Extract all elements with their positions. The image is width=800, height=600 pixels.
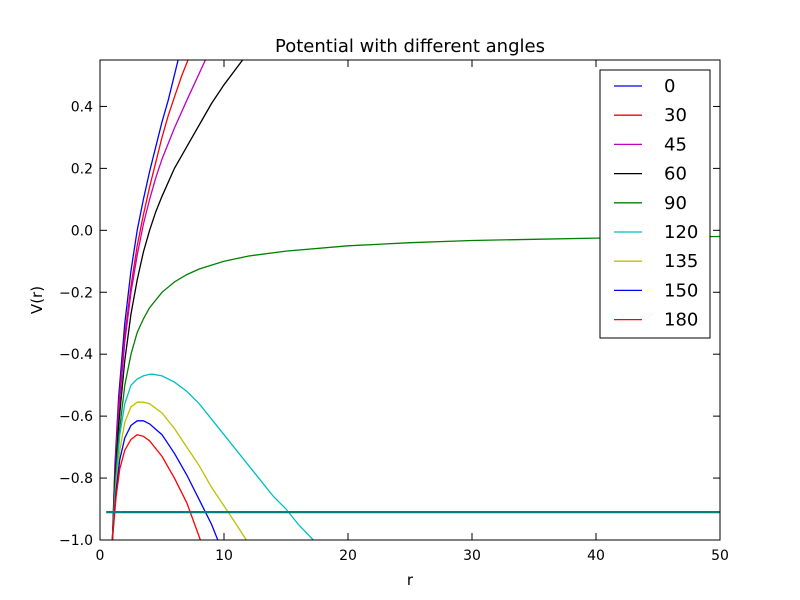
series-line-135	[111, 401, 247, 540]
legend-label-60: 60	[664, 164, 687, 185]
x-tick-label: 0	[96, 548, 105, 564]
x-axis: 0 10 20 30 40 50	[96, 60, 729, 564]
y-tick-label: −0.4	[59, 347, 93, 363]
legend-label-90: 90	[664, 193, 687, 214]
y-tick-label: −1.0	[59, 533, 93, 549]
y-tick-label: 0.0	[71, 223, 93, 239]
x-tick-label: 10	[215, 548, 233, 564]
y-axis: −1.0 −0.8 −0.6 −0.4 −0.2 0.0 0.2 0.4	[59, 99, 720, 549]
legend-label-120: 120	[664, 222, 698, 243]
x-axis-label: r	[407, 571, 414, 589]
legend-label-0: 0	[664, 76, 675, 97]
legend-label-150: 150	[664, 280, 698, 301]
series-line-45	[111, 60, 206, 540]
x-tick-label: 20	[339, 548, 357, 564]
y-tick-label: −0.8	[59, 471, 93, 487]
chart-title: Potential with different angles	[275, 36, 545, 57]
x-tick-label: 50	[711, 548, 729, 564]
legend-label-180: 180	[664, 310, 698, 331]
series-line-180	[111, 433, 202, 540]
series-lines	[106, 60, 720, 540]
legend-label-30: 30	[664, 105, 687, 126]
x-tick-label: 40	[587, 548, 605, 564]
series-line-90	[111, 235, 720, 540]
legend-label-135: 135	[664, 251, 698, 272]
series-line-60	[111, 60, 244, 540]
series-line-150	[111, 420, 219, 540]
y-tick-label: −0.6	[59, 409, 93, 425]
y-axis-label: V(r)	[28, 286, 46, 314]
series-line-120	[111, 373, 314, 540]
y-tick-label: 0.2	[71, 161, 93, 177]
y-tick-label: 0.4	[71, 99, 93, 115]
x-tick-label: 30	[463, 548, 481, 564]
plot-frame	[99, 59, 721, 541]
legend-label-45: 45	[664, 134, 687, 155]
y-tick-label: −0.2	[59, 285, 93, 301]
legend: 0 30 45 60 90 120 135 150 180	[599, 69, 711, 339]
